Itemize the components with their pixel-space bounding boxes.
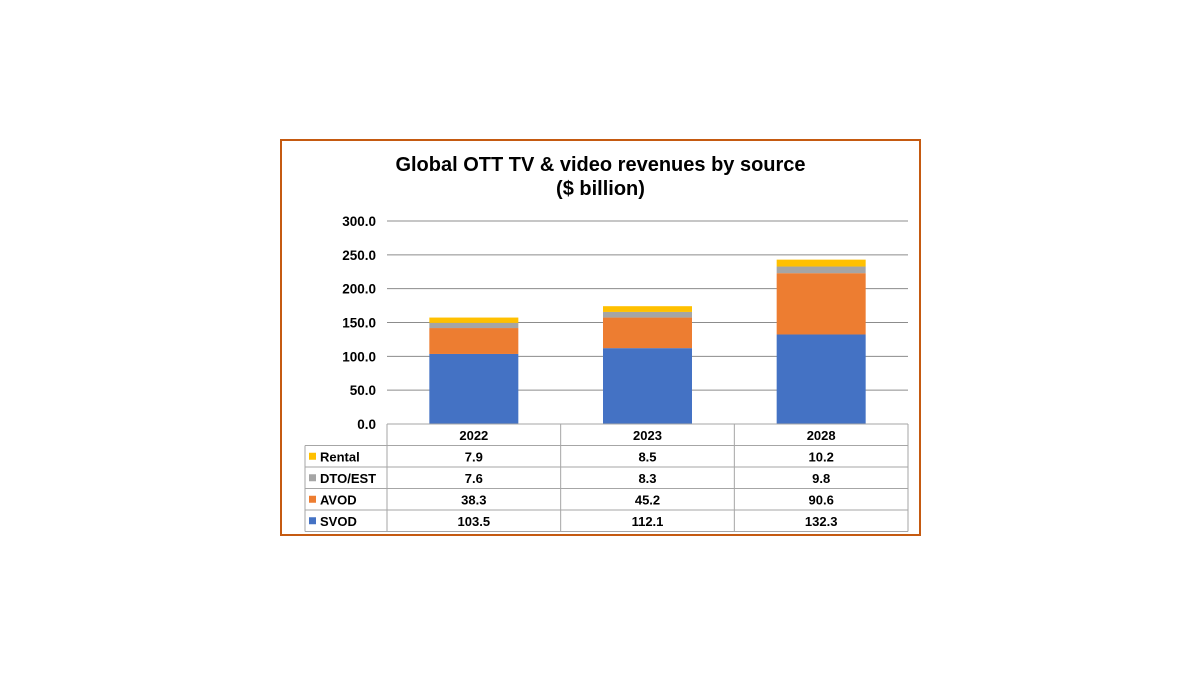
- data-label: 10.2: [809, 449, 834, 464]
- bar-rental: [603, 306, 692, 312]
- legend-label: DTO/EST: [320, 471, 376, 486]
- data-label: 45.2: [635, 492, 660, 507]
- bar-rental: [429, 317, 519, 323]
- chart-frame: Global OTT TV & video revenues by source…: [280, 139, 921, 536]
- legend-label: Rental: [320, 449, 360, 464]
- chart-title-line-1: Global OTT TV & video revenues by source: [395, 154, 806, 176]
- bar-svod: [429, 353, 519, 424]
- legend-swatch: [309, 517, 316, 525]
- chart-plot: 0.0 50.0 100.0 150.0 200.0 250.0 300.0 2022 2023…: [304, 214, 909, 532]
- data-label: 132.3: [805, 514, 838, 529]
- legend-swatch: [309, 495, 316, 503]
- legend-label: AVOD: [320, 492, 357, 507]
- y-tick-label: 150.0: [342, 316, 376, 331]
- data-label: 8.5: [638, 449, 656, 464]
- y-tick-label: 300.0: [342, 214, 376, 229]
- bar-rental: [776, 259, 866, 267]
- x-tick-label: 2028: [807, 428, 836, 443]
- data-label: 112.1: [632, 514, 664, 529]
- bar-dto-est: [603, 311, 692, 318]
- data-label: 38.3: [461, 492, 486, 507]
- y-tick-label: 250.0: [342, 248, 376, 263]
- y-tick-label: 50.0: [350, 383, 376, 398]
- bar-svod: [776, 334, 866, 424]
- bar-avod: [603, 317, 692, 349]
- legend-swatch: [309, 474, 316, 482]
- y-tick-label: 100.0: [342, 349, 376, 364]
- data-label: 103.5: [458, 514, 491, 529]
- data-label: 9.8: [812, 471, 830, 486]
- bar-dto-est: [776, 266, 866, 274]
- y-tick-label: 0.0: [357, 417, 376, 432]
- y-tick-label: 200.0: [342, 282, 376, 297]
- chart-title-line-2: ($ billion): [556, 178, 645, 200]
- bar-avod: [429, 328, 519, 354]
- bar-svod: [603, 348, 692, 424]
- legend-label: SVOD: [320, 514, 357, 529]
- x-tick-label: 2023: [633, 428, 662, 443]
- data-label: 8.3: [638, 471, 656, 486]
- bar-avod: [776, 273, 866, 335]
- x-tick-label: 2022: [459, 428, 488, 443]
- data-label: 7.6: [465, 471, 483, 486]
- legend-swatch: [309, 452, 316, 460]
- data-label: 7.9: [465, 449, 483, 464]
- chart-title: Global OTT TV & video revenues by source…: [282, 153, 919, 201]
- data-label: 90.6: [809, 492, 834, 507]
- bar-dto-est: [429, 322, 519, 329]
